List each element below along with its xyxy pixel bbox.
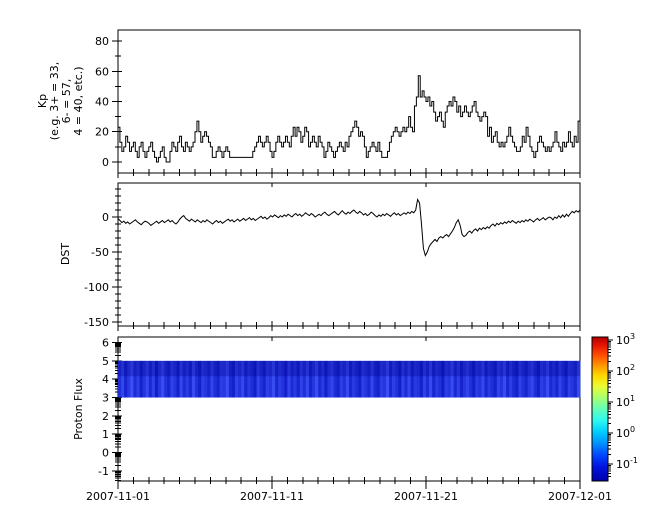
colorbar: 103 102 101 100 10-1: [591, 332, 638, 482]
x-tick-label-2007-11-11: 2007-11-11: [240, 490, 304, 503]
y-tick-label: 3: [102, 392, 109, 405]
x-tick-label-2007-12-01: 2007-12-01: [548, 490, 612, 503]
y-tick-label: -1: [98, 465, 109, 478]
band-dark-top-overlay: [118, 360, 580, 377]
proton-flux-axis-label: Proton Flux: [72, 378, 85, 440]
proton-flux-panel: -1 0 1 2 3 4 5 6: [98, 336, 581, 489]
y-tick-label: 80: [95, 35, 109, 48]
y-tick-label: 4: [102, 373, 109, 386]
y-tick-label: 0: [102, 447, 109, 460]
y-tick-label: 20: [95, 126, 109, 139]
kp-step-line: [118, 75, 580, 163]
y-tick-label: -150: [84, 316, 109, 329]
y-tick-label: 40: [95, 96, 109, 109]
kp-axis-label: Kp (e.g. 3+ = 33, 6- = 57, 4 = 40, etc.): [36, 61, 85, 141]
y-tick-label: 0: [102, 156, 109, 169]
y-tick-label: 6: [102, 337, 109, 350]
dst-axis-label: DST: [59, 242, 72, 266]
proton-flux-band: [118, 360, 581, 398]
y-tick-label: 0: [102, 211, 109, 224]
colorbar-tick-label: 100: [616, 425, 635, 440]
colorbar-tick-label: 101: [616, 394, 635, 409]
colorbar-tick-label: 10-1: [616, 456, 638, 471]
x-tick-label-2007-11-01: 2007-11-01: [86, 490, 150, 503]
y-tick-label: -100: [84, 281, 109, 294]
kp-panel: 0 20 40 60 80: [95, 29, 581, 178]
x-tick-label-2007-11-21: 2007-11-21: [394, 490, 458, 503]
colorbar-tick-label: 102: [616, 363, 635, 378]
y-tick-label: 60: [95, 65, 109, 78]
dst-line: [117, 198, 581, 257]
y-tick-label: 1: [102, 428, 109, 441]
dst-panel: 0 -50 -100 -150: [84, 182, 581, 331]
y-tick-label: 5: [102, 355, 109, 368]
colorbar-gradient: [591, 336, 609, 482]
y-tick-label: -50: [91, 246, 109, 259]
y-tick-label: 2: [102, 410, 109, 423]
colorbar-tick-label: 103: [616, 332, 635, 347]
